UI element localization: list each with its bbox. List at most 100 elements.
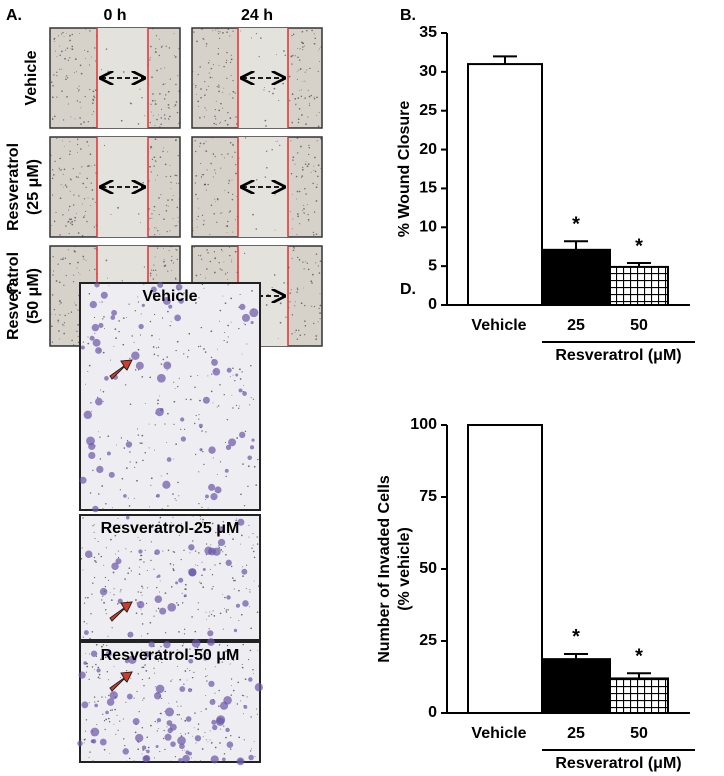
cell xyxy=(296,198,298,200)
cell xyxy=(143,650,151,658)
cell xyxy=(216,28,218,30)
cell xyxy=(298,329,300,332)
cell xyxy=(69,190,71,192)
cell xyxy=(109,691,118,700)
cell xyxy=(231,259,233,261)
cell xyxy=(174,756,177,758)
cell xyxy=(149,376,152,379)
cell xyxy=(229,61,232,64)
cell xyxy=(177,736,186,745)
cell xyxy=(213,615,216,617)
cell xyxy=(249,445,255,450)
cell xyxy=(157,355,159,357)
cell xyxy=(254,756,256,758)
cell xyxy=(246,696,248,698)
cell xyxy=(239,303,246,310)
cell xyxy=(163,98,166,100)
cell xyxy=(172,262,174,264)
cell xyxy=(151,99,154,102)
cell xyxy=(244,430,247,433)
cell xyxy=(106,671,109,673)
cell xyxy=(315,253,318,255)
cell xyxy=(161,45,163,47)
cell xyxy=(303,333,306,336)
cell xyxy=(214,486,222,494)
cell xyxy=(256,713,258,715)
cell xyxy=(153,568,155,570)
cell xyxy=(313,43,316,45)
cell xyxy=(208,628,210,630)
cell xyxy=(125,548,127,550)
cell xyxy=(252,532,254,535)
cell xyxy=(94,703,98,708)
cell xyxy=(153,156,156,159)
cell xyxy=(89,653,91,655)
cell xyxy=(150,269,152,271)
cell xyxy=(318,272,321,274)
cell xyxy=(95,663,97,666)
cell xyxy=(297,56,299,59)
cell xyxy=(69,141,71,143)
cell xyxy=(97,396,99,399)
cell xyxy=(59,68,61,70)
cell xyxy=(217,538,226,547)
cell xyxy=(238,388,243,393)
cell xyxy=(252,398,255,400)
cell xyxy=(200,258,203,260)
cell xyxy=(249,591,251,593)
cell xyxy=(195,150,197,153)
cell xyxy=(200,162,202,165)
cell xyxy=(160,363,163,365)
cell xyxy=(164,117,166,120)
cell xyxy=(213,122,216,125)
cell xyxy=(94,202,96,203)
cell xyxy=(69,39,71,42)
cell xyxy=(157,399,160,402)
cell xyxy=(126,693,133,700)
cell xyxy=(253,556,256,559)
cell xyxy=(59,303,61,305)
cell xyxy=(59,169,61,171)
cell xyxy=(295,103,297,105)
cell xyxy=(177,75,179,77)
cell xyxy=(219,320,221,322)
cell xyxy=(172,493,174,495)
cell xyxy=(195,742,197,744)
cell xyxy=(181,602,184,604)
cell xyxy=(139,442,141,444)
cell xyxy=(204,498,206,500)
cell xyxy=(155,745,159,749)
cell xyxy=(291,257,293,259)
cell xyxy=(295,329,298,332)
cell xyxy=(107,70,109,72)
cell xyxy=(235,404,238,407)
cell xyxy=(300,302,303,305)
cell xyxy=(193,422,196,425)
cell xyxy=(307,116,309,118)
cell xyxy=(154,657,155,659)
cell xyxy=(53,115,56,118)
cell xyxy=(55,50,57,52)
cell xyxy=(163,114,166,116)
cell xyxy=(204,107,206,109)
cell xyxy=(271,149,273,151)
cell xyxy=(243,739,245,741)
cell xyxy=(257,649,259,651)
cell xyxy=(231,577,234,579)
significance: * xyxy=(635,646,643,668)
cell xyxy=(222,593,224,595)
cell xyxy=(91,189,94,191)
cell xyxy=(75,71,77,73)
cell xyxy=(158,649,160,652)
cell xyxy=(218,86,220,88)
cell xyxy=(290,173,293,175)
cell xyxy=(172,218,174,219)
y-tick-label: 25 xyxy=(419,102,437,119)
cell xyxy=(289,292,292,294)
cell xyxy=(195,564,197,566)
cell xyxy=(163,147,165,149)
cell xyxy=(166,356,168,358)
cell xyxy=(300,95,303,98)
cell xyxy=(141,526,143,528)
cell xyxy=(194,386,196,389)
